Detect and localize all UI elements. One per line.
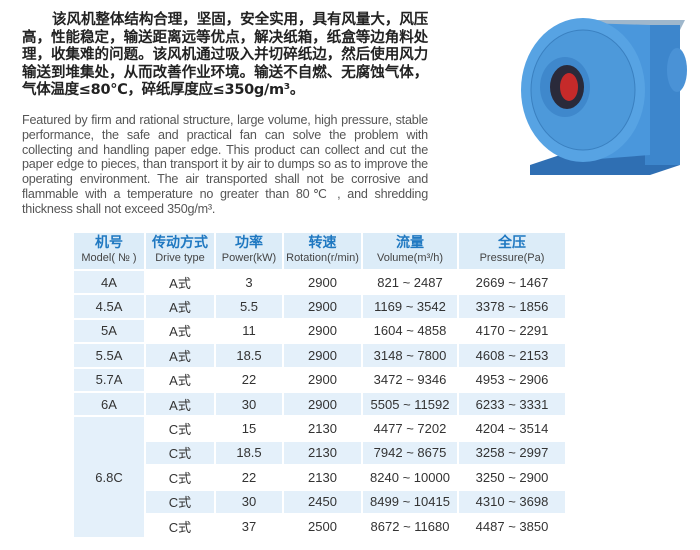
table-row: C式 37 2500 8672 ~ 11680 4487 ~ 3850 xyxy=(74,515,565,537)
table-cell: A式 xyxy=(169,324,191,340)
table-cell: 8672 ~ 11680 xyxy=(370,518,450,534)
table-cell: C式 xyxy=(168,519,192,535)
table-row: 5A A式 11 2900 1604 ~ 4858 4170 ~ 2291 xyxy=(74,319,565,343)
table-cell: 8240 ~ 10000 xyxy=(370,469,450,485)
table-cell: 2130 xyxy=(284,441,361,465)
table-cell: 2450 xyxy=(284,490,361,513)
table-cell: 7942 ~ 8675 xyxy=(363,441,457,465)
table-cell: 3 xyxy=(245,274,253,290)
table-cell: 11 xyxy=(242,323,256,339)
table-cell: 4487 ~ 3850 xyxy=(475,518,549,534)
table-cell: 18.5 xyxy=(216,441,282,465)
table-cell: 8499 ~ 10415 xyxy=(363,490,457,513)
table-cell: A式 xyxy=(169,373,191,389)
table-cell: 22 xyxy=(241,372,257,388)
table-cell: 821 ~ 2487 xyxy=(377,274,443,290)
table-cell: 4204 ~ 3514 xyxy=(475,421,549,437)
fan-image xyxy=(521,18,687,175)
table-row: C式 18.5 2130 7942 ~ 8675 3258 ~ 2997 xyxy=(74,441,565,465)
table-cell: 22 xyxy=(241,469,257,485)
table-cell: 3378 ~ 1856 xyxy=(459,295,565,318)
table-cell: 37 xyxy=(241,518,257,534)
intro-english: Featured by firm and rational structure,… xyxy=(22,113,428,216)
table-cell: A式 xyxy=(146,392,214,416)
table-cell: 6A xyxy=(74,392,144,416)
table-cell: 5.5 xyxy=(216,295,282,318)
col-model: 机号 Model( № ) xyxy=(74,233,144,269)
table-cell: C式 xyxy=(168,470,192,486)
table-cell: 30 xyxy=(216,392,282,416)
table-cell: 4310 ~ 3698 xyxy=(459,490,565,513)
table-cell: 2130 xyxy=(308,421,337,437)
table-cell: 3258 ~ 2997 xyxy=(459,441,565,465)
col-rotation: 转速 Rotation(r/min) xyxy=(284,233,361,269)
table-cell: 5505 ~ 11592 xyxy=(363,392,457,416)
table-cell: A式 xyxy=(146,344,214,367)
table-cell: 6.8C xyxy=(74,417,144,538)
table-cell: C式 xyxy=(168,422,192,438)
table-cell: 5.5A xyxy=(74,344,144,367)
table-cell: 2669 ~ 1467 xyxy=(475,274,549,290)
table-cell: 2900 xyxy=(308,274,337,290)
table-cell: 4477 ~ 7202 xyxy=(373,421,447,437)
table-cell: 4953 ~ 2906 xyxy=(475,372,549,388)
table-cell: 5A xyxy=(74,319,144,343)
table-cell: 18.5 xyxy=(216,344,282,367)
table-row: 4A A式 3 2900 821 ~ 2487 2669 ~ 1467 xyxy=(74,271,565,294)
table-cell: 2900 xyxy=(308,372,337,388)
table-cell: 2900 xyxy=(308,323,337,339)
table-row: 5.7A A式 22 2900 3472 ~ 9346 4953 ~ 2906 xyxy=(74,368,565,391)
table-cell: 2130 xyxy=(308,469,337,485)
table-row: 4.5A A式 5.5 2900 1169 ~ 3542 3378 ~ 1856 xyxy=(74,295,565,318)
table-cell: 30 xyxy=(216,490,282,513)
table-cell: 3148 ~ 7800 xyxy=(363,344,457,367)
table-cell: A式 xyxy=(169,275,191,291)
table-row: C式 22 2130 8240 ~ 10000 3250 ~ 2900 xyxy=(74,466,565,488)
table-cell: 5.7A xyxy=(74,368,144,391)
table-cell: 2900 xyxy=(284,295,361,318)
table-row: 5.5A A式 18.5 2900 3148 ~ 7800 4608 ~ 2153 xyxy=(74,344,565,367)
col-power: 功率 Power(kW) xyxy=(216,233,282,269)
intro-chinese: 该风机整体结构合理，坚固，安全实用，具有风量大，风压高，性能稳定，输送距离远等优… xyxy=(22,12,428,98)
table-cell: 3472 ~ 9346 xyxy=(373,372,447,388)
table-cell: 15 xyxy=(241,421,257,437)
col-volume: 流量 Volume(m³/h) xyxy=(363,233,457,269)
table-cell: 2900 xyxy=(284,344,361,367)
table-cell: 4170 ~ 2291 xyxy=(475,323,549,339)
table-cell: 2900 xyxy=(284,392,361,416)
col-pressure: 全压 Pressure(Pa) xyxy=(459,233,565,269)
spec-table: 机号 Model( № ) 传动方式 Drive type 功率 Power(kW) … xyxy=(72,231,567,539)
table-cell: C式 xyxy=(146,441,214,465)
table-cell: 1604 ~ 4858 xyxy=(373,323,447,339)
table-row: C式 30 2450 8499 ~ 10415 4310 ~ 3698 xyxy=(74,490,565,513)
table-row: 6.8C C式 15 2130 4477 ~ 7202 4204 ~ 3514 xyxy=(74,417,565,538)
table-cell: 4A xyxy=(74,271,144,294)
table-cell: 6233 ~ 3331 xyxy=(459,392,565,416)
col-drive: 传动方式 Drive type xyxy=(146,233,214,269)
table-cell: 4608 ~ 2153 xyxy=(459,344,565,367)
table-cell: C式 xyxy=(146,490,214,513)
table-cell: A式 xyxy=(146,295,214,318)
table-cell: 1169 ~ 3542 xyxy=(363,295,457,318)
table-cell: 3250 ~ 2900 xyxy=(475,469,549,485)
table-cell: 4.5A xyxy=(74,295,144,318)
table-row: 6A A式 30 2900 5505 ~ 11592 6233 ~ 3331 xyxy=(74,392,565,416)
table-cell: 2500 xyxy=(308,518,337,534)
